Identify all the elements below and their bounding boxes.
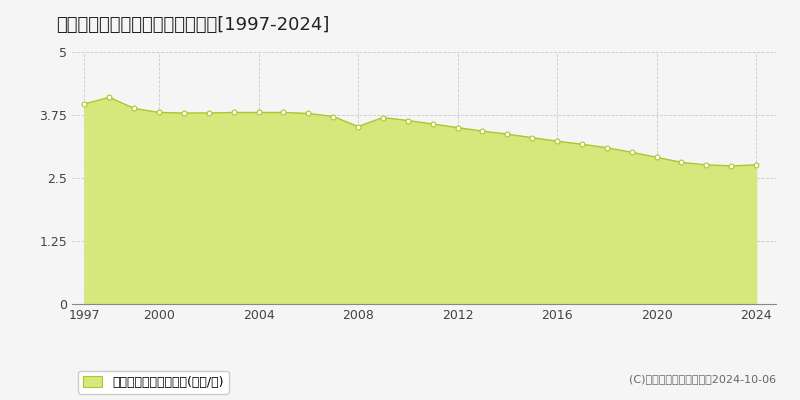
Legend: 基準地価　平均坪単価(万円/坪): 基準地価 平均坪単価(万円/坪) xyxy=(78,370,229,394)
Text: 夕張郡栗山町朝日　基準地価推移[1997-2024]: 夕張郡栗山町朝日 基準地価推移[1997-2024] xyxy=(56,16,330,34)
Text: (C)土地価格ドットコム　2024-10-06: (C)土地価格ドットコム 2024-10-06 xyxy=(629,374,776,384)
